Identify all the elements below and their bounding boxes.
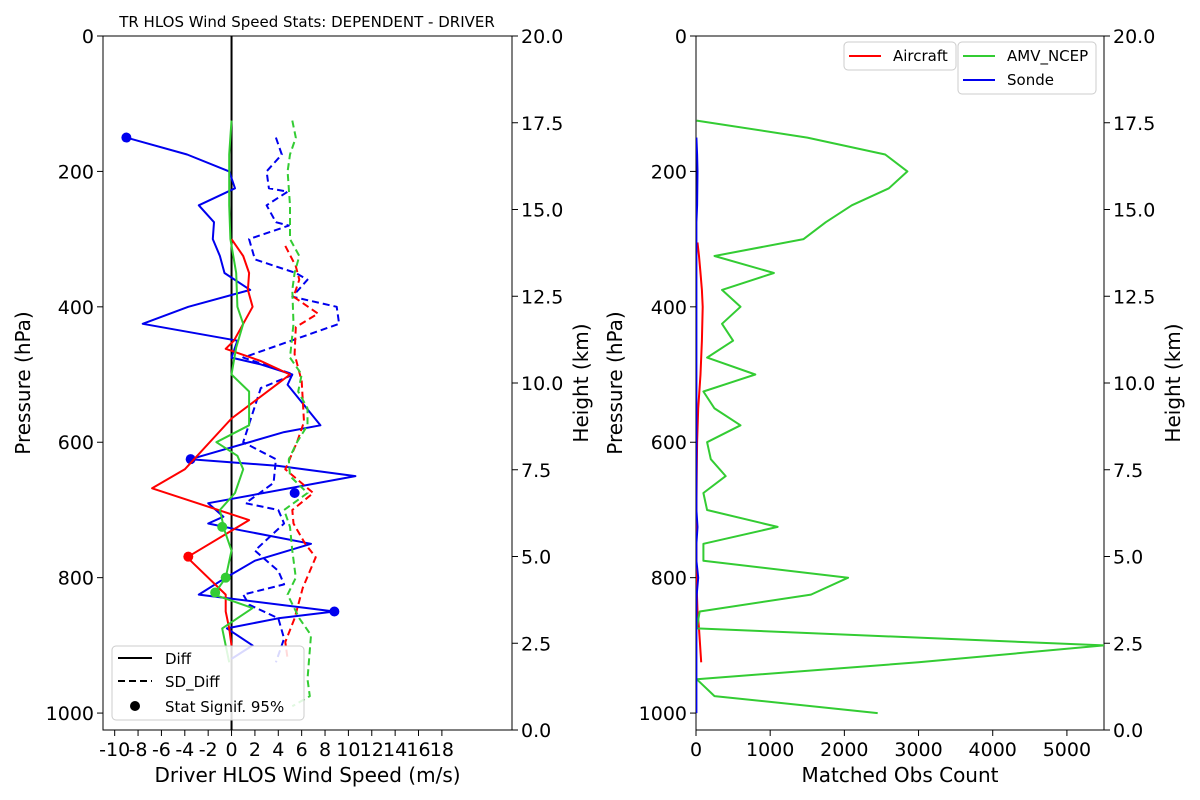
x-tick-label: 6 xyxy=(296,739,308,761)
height-tick-label: 12.5 xyxy=(521,286,563,308)
x-tick-label: 2 xyxy=(249,739,261,761)
y-tick-label: 400 xyxy=(58,297,94,319)
height-tick-label: 17.5 xyxy=(521,113,563,135)
legend: Diff SD_Diff Stat Signif. 95% xyxy=(111,645,305,721)
height-tick-label: 12.5 xyxy=(1113,286,1155,308)
height-tick-label: 5.0 xyxy=(521,547,551,569)
y-tick-label: 1000 xyxy=(46,703,94,725)
series-line-3 xyxy=(284,245,319,660)
height-tick-label: 17.5 xyxy=(1113,113,1155,135)
legend-label: Stat Signif. 95% xyxy=(165,698,284,716)
y-tick-label: 1000 xyxy=(639,703,687,725)
legend-label: AMV_NCEP xyxy=(1007,47,1088,66)
legend-swatch-marker xyxy=(130,701,140,711)
height-tick-label: 7.5 xyxy=(521,460,551,482)
significance-marker xyxy=(289,488,300,499)
height-tick-label: 2.5 xyxy=(1113,633,1143,655)
series-line-1 xyxy=(242,137,341,663)
significance-marker xyxy=(220,572,231,583)
y-tick-label: 0 xyxy=(82,26,94,48)
height-tick-label: 0.0 xyxy=(1113,720,1143,742)
x-tick-label: 12 xyxy=(360,739,384,761)
y-tick-label: 600 xyxy=(58,432,94,454)
series-line-4 xyxy=(213,120,254,663)
y-tick-label: 200 xyxy=(58,161,94,183)
x-tick-label: 1000 xyxy=(746,739,794,761)
x-tick-label: -8 xyxy=(129,739,148,761)
series-line-amv-ncep xyxy=(696,119,1104,715)
x-tick-label: -2 xyxy=(199,739,218,761)
height-tick-label: 2.5 xyxy=(521,633,551,655)
y-tick-label: 800 xyxy=(651,568,687,590)
x-tick-label: 18 xyxy=(430,739,454,761)
legend: Aircraft AMV_NCEP Sonde xyxy=(843,41,1097,95)
legend-box xyxy=(843,41,957,71)
height-axis-title: Height (km) xyxy=(569,323,593,442)
x-axis-title: Matched Obs Count xyxy=(802,763,999,787)
chart-title: TR HLOS Wind Speed Stats: DEPENDENT - DR… xyxy=(118,13,495,31)
x-tick-label: 4000 xyxy=(969,739,1017,761)
y-axis-title: Pressure (hPa) xyxy=(603,311,627,454)
legend-label: SD_Diff xyxy=(165,673,220,692)
series-line-sonde xyxy=(696,137,700,714)
x-tick-label: 10 xyxy=(336,739,360,761)
y-tick-label: 600 xyxy=(651,432,687,454)
height-tick-label: 5.0 xyxy=(1113,547,1143,569)
legend-label: Diff xyxy=(165,650,192,668)
x-tick-label: -4 xyxy=(175,739,194,761)
height-tick-label: 15.0 xyxy=(521,200,563,222)
y-tick-label: 0 xyxy=(675,26,687,48)
chart-right-matched-obs-count: 0 1000 2000 3000 4000 5000020040060080010000.… xyxy=(603,26,1185,787)
legend-label: Aircraft xyxy=(893,47,948,65)
height-tick-label: 0.0 xyxy=(521,720,551,742)
legend-box xyxy=(111,645,305,721)
x-tick-label: 0 xyxy=(690,739,702,761)
x-tick-label: 0 xyxy=(225,739,237,761)
x-tick-label: 16 xyxy=(406,739,430,761)
legend-label: Sonde xyxy=(1007,71,1054,89)
y-tick-label: 800 xyxy=(58,568,94,590)
height-axis-title: Height (km) xyxy=(1161,323,1185,442)
x-axis-title: Driver HLOS Wind Speed (m/s) xyxy=(154,763,460,787)
y-tick-label: 400 xyxy=(651,297,687,319)
significance-marker xyxy=(121,132,132,143)
x-tick-label: 14 xyxy=(383,739,407,761)
x-tick-label: 4 xyxy=(272,739,284,761)
significance-marker xyxy=(217,521,228,532)
height-tick-label: 20.0 xyxy=(521,26,563,48)
height-tick-label: 7.5 xyxy=(1113,460,1143,482)
height-tick-label: 10.0 xyxy=(521,373,563,395)
significance-marker xyxy=(183,551,194,562)
x-tick-label: 8 xyxy=(319,739,331,761)
x-tick-label: 3000 xyxy=(894,739,942,761)
y-tick-label: 200 xyxy=(651,161,687,183)
height-tick-label: 20.0 xyxy=(1113,26,1155,48)
series-line-0 xyxy=(126,136,357,660)
series-line-2 xyxy=(151,238,291,646)
x-tick-label: 5000 xyxy=(1043,739,1091,761)
x-tick-label: -6 xyxy=(152,739,171,761)
plot-area xyxy=(696,119,1104,715)
y-axis-title: Pressure (hPa) xyxy=(11,311,35,454)
height-tick-label: 15.0 xyxy=(1113,200,1155,222)
x-tick-label: -10 xyxy=(99,739,130,761)
significance-marker xyxy=(329,606,340,617)
height-tick-label: 10.0 xyxy=(1113,373,1155,395)
chart-left-wind-speed-stats: -10-8 -6 -4 -2 0 2 4 6 8 10 12 14 16 1802004006008001… xyxy=(11,13,593,787)
series-line-5 xyxy=(283,120,312,708)
plot-area xyxy=(121,120,357,708)
x-tick-label: 2000 xyxy=(820,739,868,761)
significance-marker xyxy=(210,587,221,598)
